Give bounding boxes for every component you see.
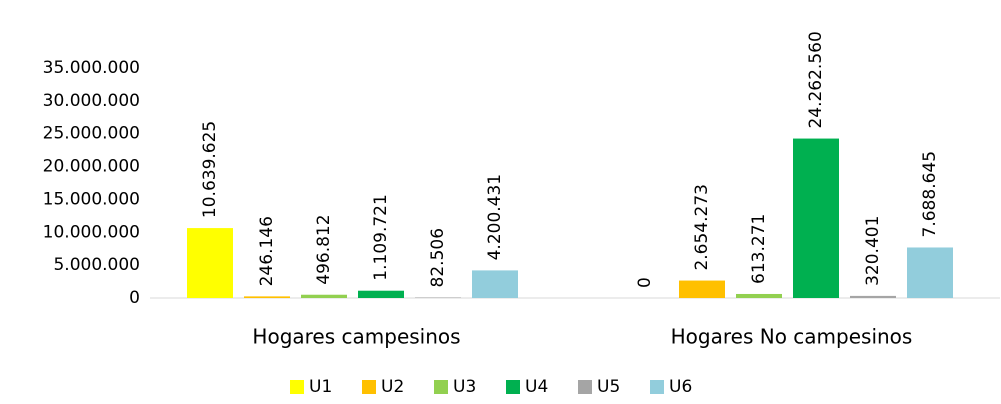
legend-label: U5 [597,377,620,397]
legend-swatch [578,380,592,394]
legend-swatch [290,380,304,394]
bar [358,290,404,298]
bar [850,295,896,298]
legend-label: U1 [309,377,332,397]
data-label: 246.146 [257,216,277,286]
legend-swatch [362,380,376,394]
data-label: 10.639.625 [200,121,220,218]
y-tick-label: 0 [129,288,140,308]
bar [301,294,347,298]
legend-swatch [434,380,448,394]
bar [244,296,290,298]
legend-swatch [650,380,664,394]
y-tick-label: 30.000.000 [43,91,140,111]
data-label: 7.688.645 [920,151,940,238]
data-label: 4.200.431 [485,174,505,261]
y-tick-label: 20.000.000 [43,157,140,177]
bar [187,228,233,298]
legend-label: U3 [453,377,476,397]
bar [793,138,839,298]
y-tick-label: 5.000.000 [53,255,140,275]
bar [472,270,518,298]
y-tick-label: 10.000.000 [43,222,140,242]
y-tick-label: 25.000.000 [43,124,140,144]
legend-label: U6 [669,377,692,397]
x-tick-label: Hogares campesinos [252,325,460,349]
data-label: 2.654.273 [692,184,712,271]
legend-label: U4 [525,377,548,397]
legend-label: U2 [381,377,404,397]
x-tick-label: Hogares No campesinos [671,325,913,349]
data-label: 613.271 [749,214,769,284]
bar [907,247,953,298]
data-label: 1.109.721 [371,194,391,281]
legend-swatch [506,380,520,394]
y-tick-label: 35.000.000 [43,58,140,78]
bar [415,297,461,298]
data-label: 496.812 [314,214,334,284]
data-label: 320.401 [863,216,883,286]
bar [679,280,725,298]
y-tick-label: 15.000.000 [43,189,140,209]
bar [736,293,782,298]
data-label: 82.506 [428,228,448,287]
data-label: 0 [635,277,655,288]
data-label: 24.262.560 [806,31,826,128]
